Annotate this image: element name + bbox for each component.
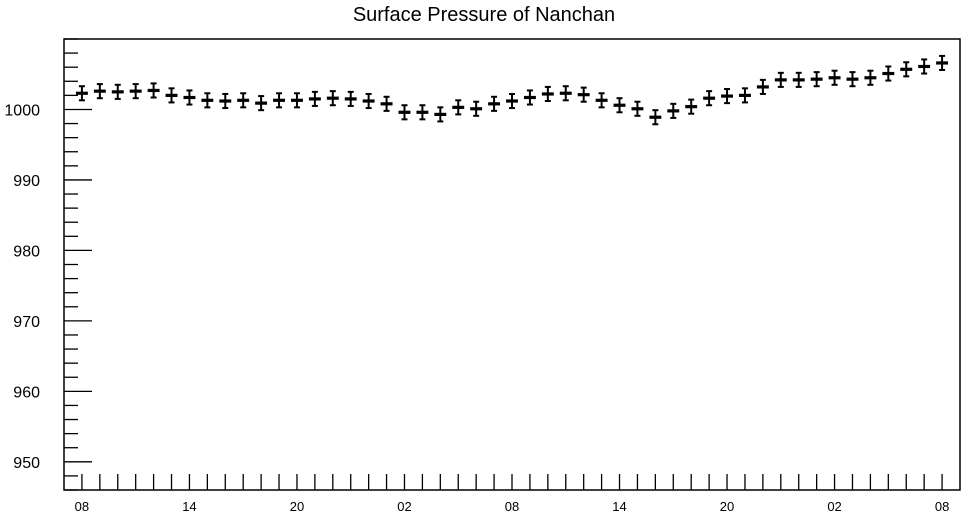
y-tick-label: 1000 — [4, 102, 40, 119]
data-point — [506, 92, 518, 110]
data-point — [810, 71, 823, 88]
data-point — [900, 61, 913, 78]
data-point — [559, 85, 572, 102]
data-point — [667, 102, 680, 119]
data-point — [326, 90, 339, 107]
data-point — [864, 69, 877, 86]
data-point — [291, 92, 303, 109]
data-point — [756, 78, 769, 95]
data-point — [380, 95, 393, 112]
data-point — [434, 106, 447, 123]
y-tick-label: 980 — [13, 243, 40, 260]
data-point — [416, 104, 429, 121]
data-point — [219, 92, 232, 110]
data-point — [201, 92, 214, 109]
data-point — [523, 89, 536, 106]
y-tick-label: 990 — [13, 173, 40, 190]
data-point — [452, 99, 465, 116]
data-point — [111, 83, 124, 100]
data-point — [75, 85, 88, 102]
data-point — [649, 109, 662, 126]
data-point — [846, 71, 859, 88]
data-point — [577, 86, 590, 103]
axes-layer: 950 960 970 980 990 1000 08 14 20 02 08 14 20 02 08 — [4, 38, 961, 514]
data-point — [344, 90, 357, 107]
data-point — [398, 104, 411, 121]
y-tick-label: 960 — [13, 384, 40, 401]
x-tick-label: 20 — [720, 499, 734, 514]
data-point — [739, 87, 751, 104]
data-point — [165, 87, 178, 104]
data-point — [918, 58, 931, 75]
y-tick-label: 970 — [13, 314, 40, 331]
data-point — [541, 85, 554, 103]
x-tick-label: 08 — [505, 499, 519, 514]
data-point — [721, 88, 733, 105]
data-point — [273, 92, 285, 109]
data-point — [792, 71, 805, 88]
x-tick-label: 20 — [290, 499, 304, 514]
x-tick-label: 02 — [827, 499, 841, 514]
data-point — [685, 98, 698, 115]
data-point — [93, 83, 106, 100]
x-tick-label: 08 — [935, 499, 949, 514]
data-point — [882, 65, 895, 82]
x-tick-label: 14 — [182, 499, 196, 514]
marks-layer — [75, 54, 949, 126]
data-point — [362, 92, 375, 110]
data-point — [488, 95, 501, 112]
x-tick-label: 08 — [75, 499, 89, 514]
data-point — [183, 89, 196, 106]
data-point — [774, 71, 787, 88]
data-point — [631, 100, 644, 117]
data-point — [595, 92, 608, 109]
data-point — [703, 90, 716, 107]
chart-title: Surface Pressure of Nanchan — [352, 4, 616, 26]
data-point — [237, 92, 250, 109]
data-point — [613, 97, 626, 114]
y-tick-label: 950 — [13, 455, 40, 472]
data-point — [828, 69, 841, 86]
data-point — [255, 95, 268, 112]
x-tick-label: 02 — [397, 499, 411, 514]
data-point — [147, 82, 160, 99]
data-point — [308, 90, 321, 107]
x-tick-label: 14 — [612, 499, 626, 514]
data-point — [129, 83, 142, 100]
data-point — [936, 54, 949, 72]
data-point — [470, 100, 483, 117]
